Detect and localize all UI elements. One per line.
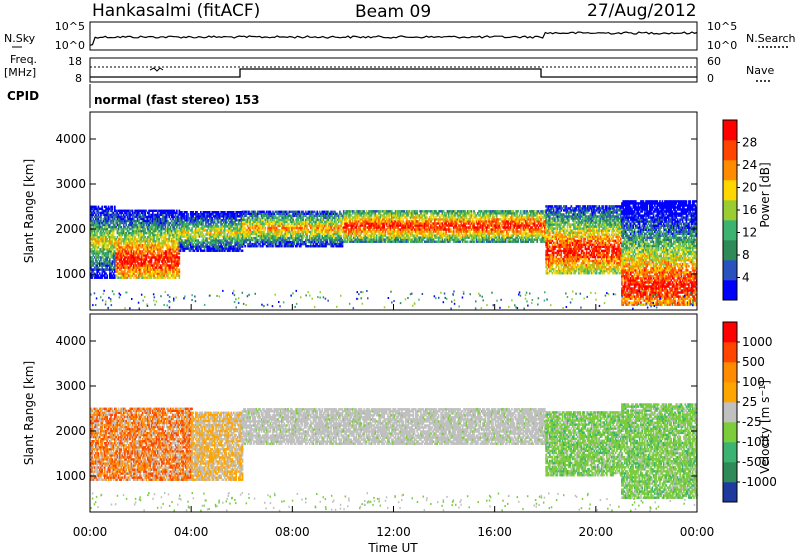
freq-tick-top: 18	[68, 55, 82, 68]
power-cell	[131, 277, 133, 279]
power-cell	[114, 206, 116, 208]
nave-tick-bottom: 0	[707, 72, 714, 85]
power-cell	[153, 236, 155, 238]
power-cell	[175, 277, 177, 279]
power-cell	[101, 277, 103, 279]
power-cell	[114, 277, 116, 279]
nsearch-label: N.Search	[746, 32, 796, 45]
power-cell	[109, 258, 111, 260]
power-cell	[146, 210, 148, 212]
nsky-tick-top: 10^5	[55, 20, 85, 33]
summary-plot: Hankasalmi (fitACF) Beam 09 27/Aug/2012 …	[0, 0, 800, 554]
power-cell	[176, 210, 178, 212]
beam-title: Beam 09	[355, 2, 431, 22]
power-cell	[106, 274, 108, 276]
date-title: 27/Aug/2012	[587, 1, 697, 21]
freq-label: Freq.	[10, 53, 37, 66]
power-cell	[93, 258, 95, 260]
nsearch-tick-bottom: 10^0	[707, 39, 737, 52]
power-cell	[151, 258, 153, 260]
power-cell	[91, 277, 93, 279]
nsearch-tick-top: 10^5	[707, 20, 737, 33]
power-cell	[151, 277, 153, 279]
power-cell	[106, 277, 108, 279]
freq-tick-bottom: 8	[75, 72, 82, 85]
power-cell	[112, 206, 114, 208]
freq-line	[90, 69, 697, 77]
cpid-label: CPID	[7, 89, 39, 103]
freq-panel-frame	[90, 58, 697, 82]
freq-scatter-mark	[150, 68, 163, 71]
nave-label: Nave	[746, 64, 774, 77]
station-title: Hankasalmi (fitACF)	[92, 1, 260, 21]
power-cell	[165, 277, 167, 279]
freq-unit-label: [MHz]	[4, 66, 36, 79]
nsky-label: N.Sky	[4, 32, 36, 45]
power-cell	[170, 226, 172, 228]
noise-line	[90, 32, 697, 45]
mode-label: normal (fast stereo) 153	[94, 93, 260, 107]
power-cell	[170, 277, 172, 279]
power-cell	[176, 226, 178, 228]
power-cell	[138, 277, 140, 279]
power-cell	[127, 277, 129, 279]
noise-panel-frame	[90, 22, 697, 50]
power-cell	[144, 212, 146, 214]
power-cell	[174, 210, 176, 212]
power-cell	[100, 218, 102, 220]
power-cell	[99, 242, 101, 244]
power-cell	[101, 206, 103, 208]
power-cell	[100, 258, 102, 260]
nave-tick-top: 60	[707, 55, 721, 68]
power-cell	[120, 242, 122, 244]
power-heatmap	[90, 200, 697, 310]
nsky-tick-bottom: 10^0	[55, 39, 85, 52]
power-cell	[132, 210, 134, 212]
power-cell	[133, 277, 135, 279]
